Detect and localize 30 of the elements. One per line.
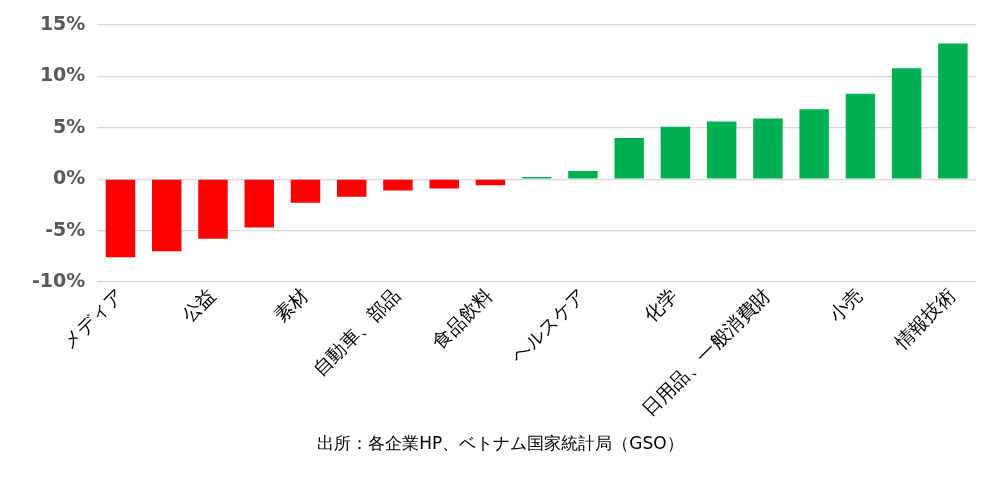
bar — [198, 179, 228, 239]
bar — [845, 93, 876, 179]
bar — [614, 138, 644, 179]
y-tick-label: 5% — [53, 114, 86, 137]
bar — [568, 170, 598, 179]
y-tick-label: 15% — [39, 11, 86, 34]
bar — [244, 179, 274, 228]
y-tick-label: 0% — [53, 166, 86, 189]
bar — [753, 118, 783, 179]
bar — [105, 179, 136, 258]
x-tick-label: ヘルスケア — [506, 283, 590, 367]
bar — [151, 179, 182, 252]
bar — [429, 179, 459, 189]
bar — [706, 121, 737, 179]
bar — [383, 179, 413, 191]
bar — [290, 179, 321, 203]
text: 出所：各企業HP、ベトナム国家統計局（GSO） — [316, 432, 685, 455]
x-tick-label: 情報技術 — [889, 283, 960, 354]
x-tick-label: 公益 — [176, 283, 220, 327]
x-tick-label: 食品飲料 — [427, 283, 497, 354]
bar — [660, 126, 691, 179]
bar — [799, 109, 829, 179]
bar — [938, 43, 968, 179]
y-tick-label: -10% — [31, 268, 86, 291]
bar — [891, 68, 922, 179]
x-tick-label: 化学 — [639, 283, 682, 327]
bar — [336, 179, 367, 197]
y-tick-label: -5% — [45, 217, 86, 240]
x-tick-label: 小売 — [824, 283, 867, 327]
y-tick-label: 10% — [39, 63, 86, 86]
